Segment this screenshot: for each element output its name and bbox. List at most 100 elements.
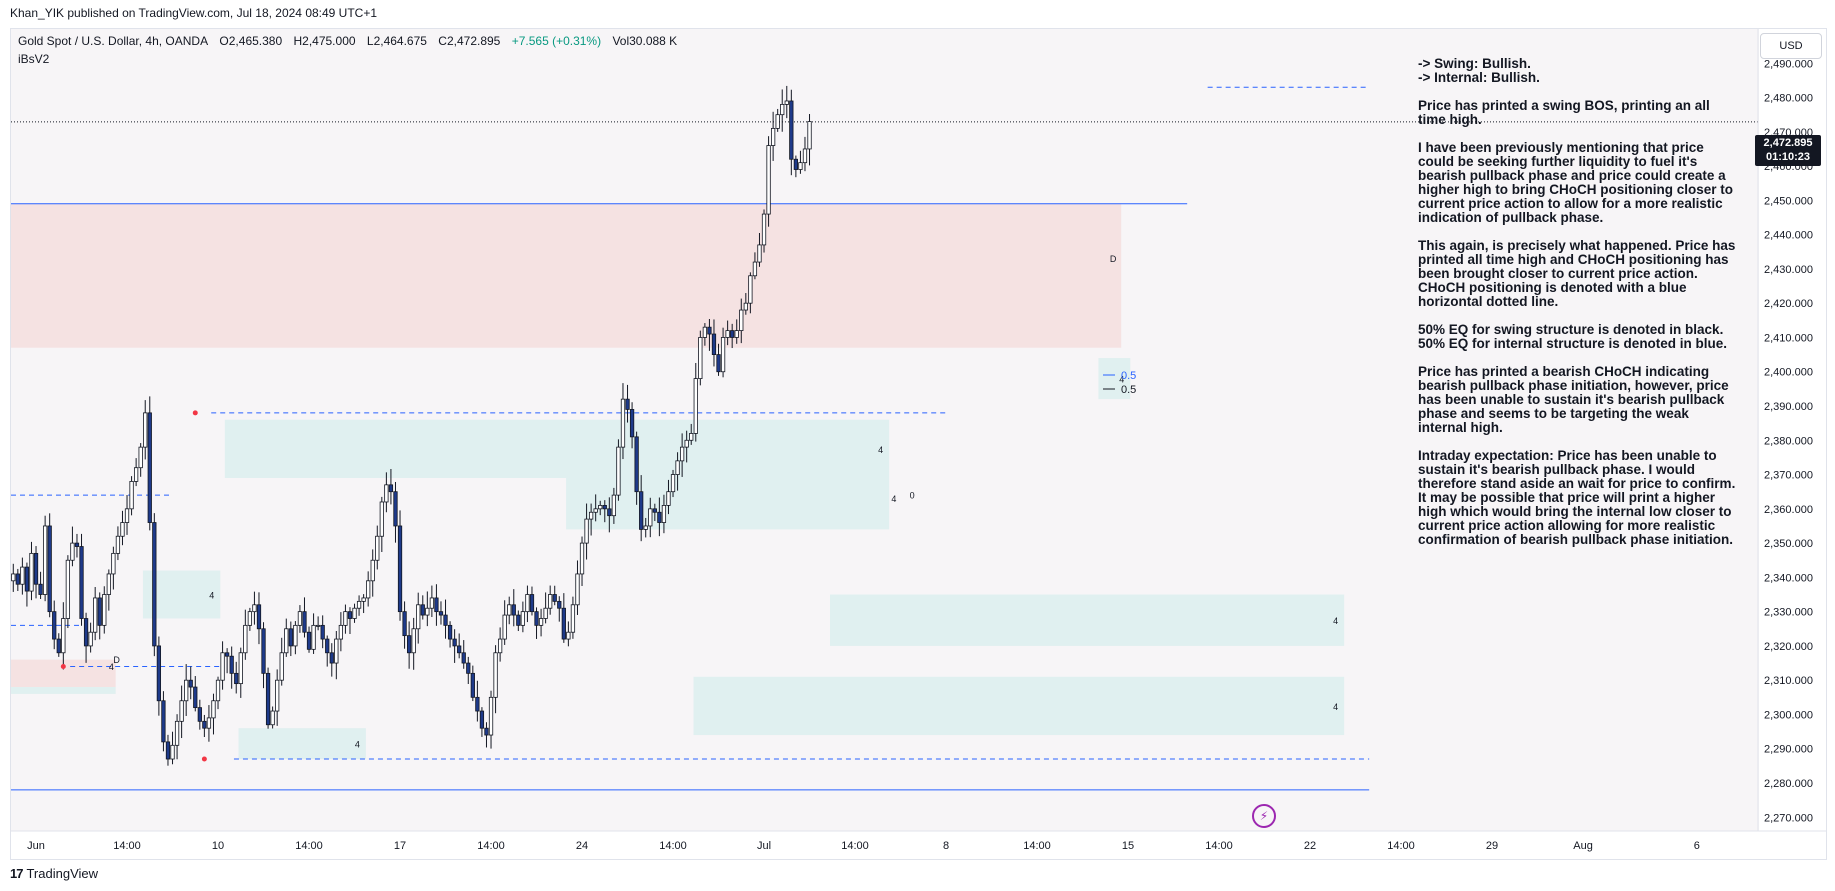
candle-body	[461, 652, 466, 664]
candle-body	[106, 573, 111, 595]
publisher-line: Khan_YIK published on TradingView.com, J…	[10, 6, 378, 20]
candle-body	[616, 446, 621, 496]
y-tick-label: 2,350.000	[1764, 538, 1813, 550]
candle-body	[711, 333, 717, 355]
indicator-label[interactable]: iBsV2	[18, 52, 50, 66]
open-value: O2,465.380	[219, 34, 283, 48]
candle-body	[679, 446, 685, 462]
candle-body	[607, 508, 612, 517]
candle-body	[315, 624, 321, 627]
eq-legend-label-0: 0.5	[1121, 370, 1136, 382]
candle-body	[730, 330, 735, 338]
currency-button[interactable]: USD	[1760, 33, 1822, 59]
candle-body	[193, 686, 198, 709]
candle-body	[384, 484, 389, 503]
candle-body	[243, 624, 248, 654]
candle-body	[388, 484, 394, 493]
pivot-dot-1	[201, 756, 207, 762]
candle-body	[702, 326, 708, 338]
candle-body	[497, 638, 503, 654]
candle-body	[61, 618, 66, 654]
pivot-dot-2	[60, 663, 66, 669]
candle-body	[734, 330, 739, 338]
y-tick-label: 2,490.000	[1764, 58, 1813, 70]
candle-body	[757, 244, 762, 263]
note-paragraph-2: I have been previously mentioning that p…	[1418, 140, 1733, 225]
x-tick-label: 14:00	[1387, 840, 1415, 852]
candle-body	[652, 508, 657, 513]
candle-body	[115, 535, 121, 554]
candle-body	[33, 552, 39, 585]
supply-zone-0	[11, 203, 1122, 348]
chart-area[interactable]: 4 4 4 4 4 4 D 4 0 4 D 0.5 0.5 2,490.000 2,480.000 2,470…	[10, 28, 1827, 860]
candle-body	[538, 618, 544, 626]
x-tick-label: Jun	[27, 840, 45, 852]
candle-body	[579, 542, 585, 575]
note-paragraph-1: Price has printed a swing BOS, printing …	[1418, 98, 1710, 127]
candle-body	[629, 409, 635, 438]
y-tick-label: 2,290.000	[1764, 744, 1813, 756]
low-value: L2,464.675	[366, 34, 427, 48]
x-tick-label: 14:00	[659, 840, 687, 852]
candle-body	[24, 566, 30, 592]
y-tick-label: 2,420.000	[1764, 298, 1813, 310]
candle-body	[29, 552, 34, 592]
candle-body	[752, 261, 758, 277]
last-price-badge: 2,472.895 01:10:23	[1755, 135, 1821, 166]
candle-body	[425, 607, 430, 616]
close-value: C2,472.895	[438, 34, 501, 48]
y-tick-label: 2,390.000	[1764, 401, 1813, 413]
price-chart[interactable]: 444444D404D0.50.52,490.0002,480.0002,470…	[11, 29, 1826, 859]
candle-body	[234, 672, 239, 685]
candle-body	[507, 604, 512, 616]
candle-body	[42, 525, 48, 595]
symbol-legend[interactable]: Gold Spot / U.S. Dollar, 4h, OANDA O2,46…	[18, 34, 685, 48]
candle-body	[170, 744, 175, 760]
candle-body	[161, 700, 166, 743]
structure-marker-2: 0	[910, 491, 915, 501]
candle-body	[493, 652, 498, 698]
y-tick-label: 2,320.000	[1764, 641, 1813, 653]
candle-body	[561, 607, 566, 640]
candle-body	[297, 611, 303, 626]
y-tick-label: 2,340.000	[1764, 572, 1813, 584]
candle-body	[284, 628, 289, 654]
candle-body	[566, 631, 571, 640]
last-price-value: 2,472.895	[1763, 137, 1813, 149]
candle-body	[457, 645, 462, 654]
candle-body	[557, 600, 562, 609]
candle-body	[202, 720, 207, 729]
candle-body	[548, 594, 553, 609]
candle-body	[766, 145, 771, 215]
candle-body	[570, 604, 576, 633]
candle-body	[793, 158, 799, 170]
candle-body	[475, 696, 480, 712]
candle-body	[206, 717, 212, 729]
candle-body	[666, 491, 671, 506]
x-tick-label: 14:00	[841, 840, 869, 852]
tradingview-logo[interactable]: 17 TradingView	[10, 866, 98, 881]
demand-zone-5	[238, 728, 366, 760]
candle-body	[479, 710, 485, 729]
candle-body	[529, 594, 535, 613]
candle-body	[147, 412, 152, 523]
candle-body	[79, 546, 84, 619]
lightning-icon[interactable]: ⚡	[1252, 804, 1276, 828]
candle-body	[261, 628, 266, 674]
candle-body	[684, 439, 689, 448]
candle-body	[670, 474, 676, 493]
candle-body	[634, 436, 639, 493]
candle-body	[188, 679, 193, 688]
x-tick-label: 14:00	[477, 840, 505, 852]
candle-body	[443, 614, 448, 626]
structure-marker-3: 4	[891, 494, 896, 504]
candle-body	[143, 412, 148, 448]
zone-label-6: 4	[1333, 616, 1338, 626]
y-tick-label: 2,380.000	[1764, 435, 1813, 447]
candle-body	[484, 727, 489, 736]
candle-body	[356, 600, 362, 609]
candle-body	[552, 594, 557, 602]
candle-body	[238, 652, 243, 685]
candle-body	[293, 624, 298, 647]
candle-body	[416, 604, 421, 630]
